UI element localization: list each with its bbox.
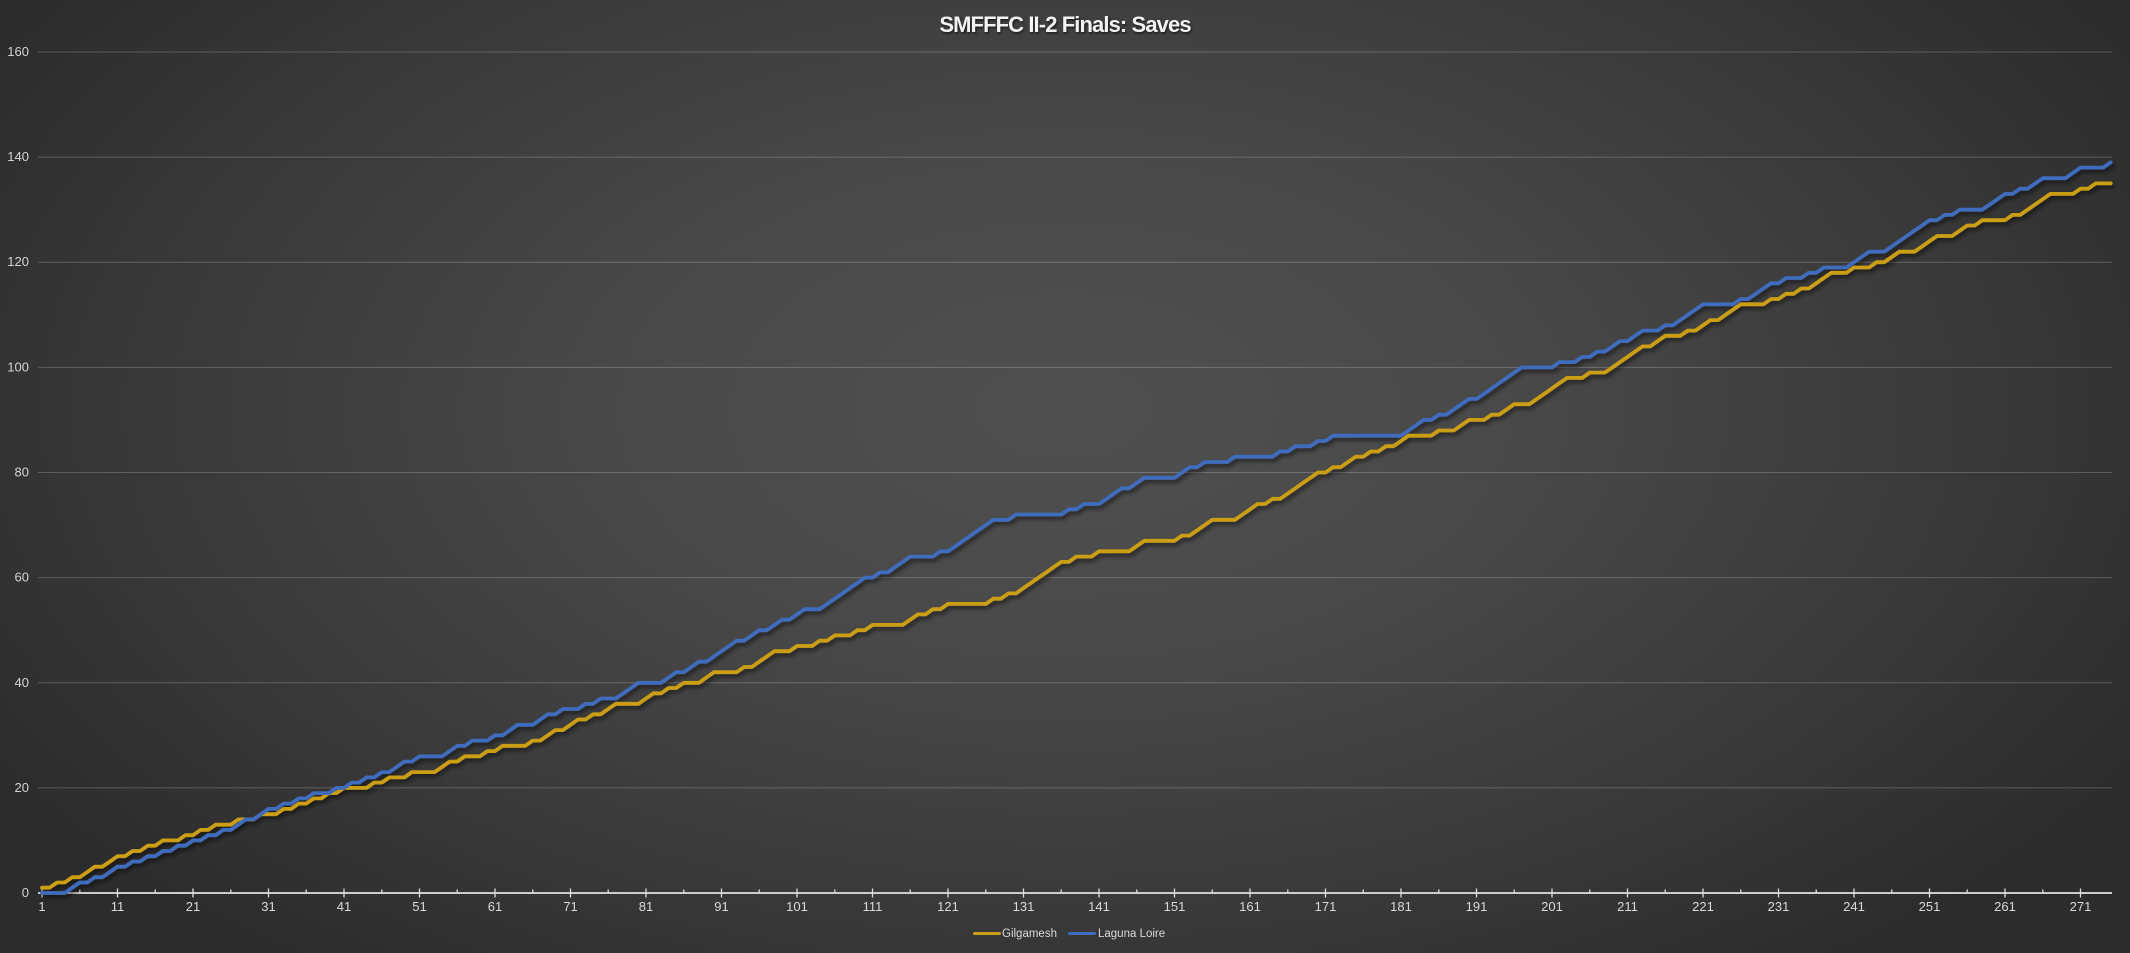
svg-text:121: 121 — [937, 899, 959, 914]
svg-text:61: 61 — [488, 899, 502, 914]
svg-text:201: 201 — [1541, 899, 1563, 914]
svg-text:171: 171 — [1315, 899, 1337, 914]
svg-text:31: 31 — [261, 899, 275, 914]
svg-text:160: 160 — [7, 44, 29, 59]
svg-text:271: 271 — [2070, 899, 2092, 914]
svg-text:41: 41 — [337, 899, 351, 914]
svg-text:231: 231 — [1768, 899, 1790, 914]
svg-text:141: 141 — [1088, 899, 1110, 914]
svg-text:40: 40 — [15, 675, 29, 690]
svg-text:20: 20 — [15, 780, 29, 795]
svg-text:151: 151 — [1164, 899, 1186, 914]
svg-text:11: 11 — [111, 899, 125, 914]
svg-text:120: 120 — [7, 254, 29, 269]
svg-text:1: 1 — [38, 899, 45, 914]
svg-text:261: 261 — [1994, 899, 2016, 914]
svg-text:0: 0 — [22, 885, 29, 900]
svg-text:91: 91 — [714, 899, 728, 914]
svg-text:251: 251 — [1919, 899, 1941, 914]
svg-text:191: 191 — [1466, 899, 1488, 914]
svg-text:111: 111 — [863, 899, 883, 914]
svg-text:211: 211 — [1617, 899, 1638, 914]
svg-text:81: 81 — [639, 899, 653, 914]
svg-text:131: 131 — [1013, 899, 1035, 914]
svg-text:221: 221 — [1692, 899, 1714, 914]
svg-text:51: 51 — [412, 899, 426, 914]
svg-text:140: 140 — [7, 149, 29, 164]
svg-text:71: 71 — [563, 899, 577, 914]
svg-text:80: 80 — [15, 465, 29, 480]
svg-text:101: 101 — [786, 899, 808, 914]
svg-text:21: 21 — [186, 899, 200, 914]
svg-text:100: 100 — [7, 359, 29, 374]
svg-text:60: 60 — [15, 570, 29, 585]
svg-text:181: 181 — [1390, 899, 1412, 914]
svg-text:161: 161 — [1239, 899, 1261, 914]
svg-text:241: 241 — [1843, 899, 1865, 914]
